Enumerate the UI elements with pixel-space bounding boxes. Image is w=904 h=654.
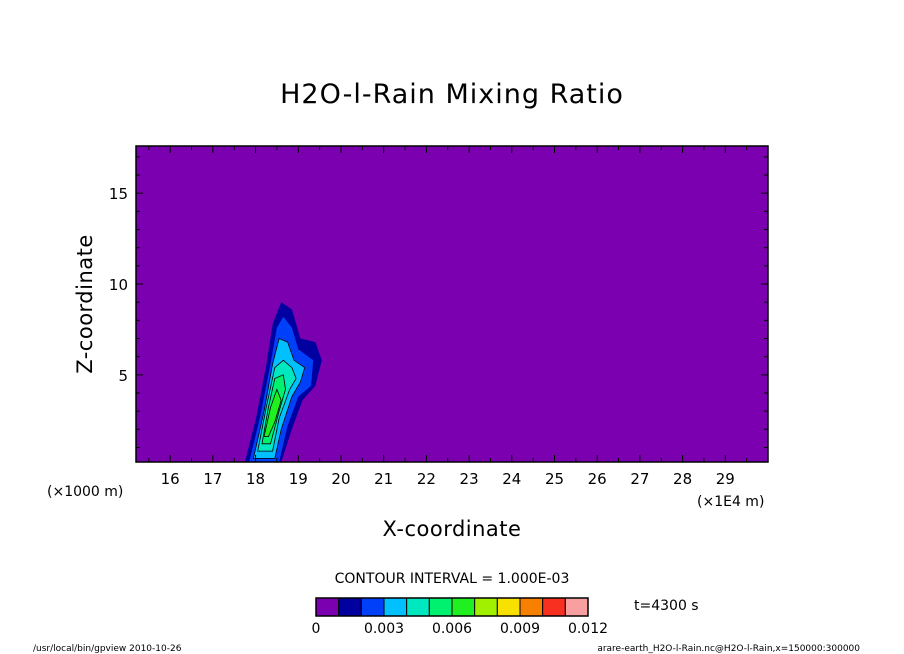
footer-left: /usr/local/bin/gpview 2010-10-26 xyxy=(33,644,182,654)
x-tick-label: 24 xyxy=(502,470,521,488)
x-tick-label: 22 xyxy=(417,470,436,488)
colorbar-swatch xyxy=(315,597,340,617)
y-tick-label: 5 xyxy=(118,367,128,385)
chart-title: H2O-l-Rain Mixing Ratio xyxy=(280,79,624,110)
x-tick-label: 19 xyxy=(289,470,308,488)
colorbar-tick-label: 0.003 xyxy=(364,621,404,637)
contour-fill-6 xyxy=(264,389,282,437)
x-unit-right-label: (×1E4 m) xyxy=(697,494,764,510)
time-label: t=4300 s xyxy=(634,598,699,614)
x-tick-label: 25 xyxy=(545,470,564,488)
x-tick-label: 18 xyxy=(246,470,265,488)
plot-area: 16 17 18 19 20 21 22 23 24 25 26 27 28 29 5 10 15 xyxy=(109,145,769,488)
colorbar-tick-label: 0 xyxy=(312,621,321,637)
x-tick-label: 21 xyxy=(374,470,393,488)
contour-line-6 xyxy=(263,388,282,438)
colorbar-swatch xyxy=(564,597,589,617)
colorbar-swatch xyxy=(474,597,498,617)
x-tick-label: 27 xyxy=(630,470,649,488)
rain-plume xyxy=(244,302,322,462)
x-unit-left-label: (×1000 m) xyxy=(47,484,123,500)
colorbar-tick-label: 0.009 xyxy=(500,621,540,637)
x-tick-label: 23 xyxy=(460,470,479,488)
colorbar: 0 0.003 0.006 0.009 0.012 xyxy=(312,597,608,637)
colorbar-swatch xyxy=(496,597,521,617)
colorbar-swatch xyxy=(519,597,544,617)
y-axis-ticks: 5 10 15 xyxy=(109,156,768,448)
x-tick-label: 28 xyxy=(673,470,692,488)
y-axis-label: Z-coordinate xyxy=(73,234,97,374)
x-axis-label: X-coordinate xyxy=(383,517,522,541)
contour-interval-label: CONTOUR INTERVAL = 1.000E-03 xyxy=(335,571,570,587)
colorbar-swatch xyxy=(383,597,408,617)
x-tick-label: 20 xyxy=(331,470,350,488)
y-tick-label: 10 xyxy=(109,276,128,294)
colorbar-swatch xyxy=(406,597,430,617)
colorbar-tick-label: 0.012 xyxy=(568,621,608,637)
colorbar-swatch xyxy=(360,597,385,617)
plot-background xyxy=(136,146,768,462)
colorbar-swatch xyxy=(338,597,362,617)
colorbar-swatch xyxy=(542,597,566,617)
x-tick-label: 16 xyxy=(161,470,180,488)
x-axis-ticks: 16 17 18 19 20 21 22 23 24 25 26 27 28 29 xyxy=(148,146,748,488)
colorbar-frame xyxy=(315,597,589,617)
contour-line-3 xyxy=(252,337,306,459)
x-tick-label: 26 xyxy=(588,470,607,488)
contour-line-4 xyxy=(257,359,297,452)
colorbar-tick-label: 0.006 xyxy=(432,621,472,637)
x-tick-label: 17 xyxy=(203,470,222,488)
contour-line-5 xyxy=(261,374,286,445)
x-tick-label: 29 xyxy=(716,470,735,488)
colorbar-swatch xyxy=(428,597,453,617)
plot-frame xyxy=(135,145,769,463)
footer-right: arare-earth_H2O-l-Rain.nc@H2O-l-Rain,x=1… xyxy=(597,644,860,654)
colorbar-swatch xyxy=(451,597,476,617)
y-tick-label: 15 xyxy=(109,185,128,203)
